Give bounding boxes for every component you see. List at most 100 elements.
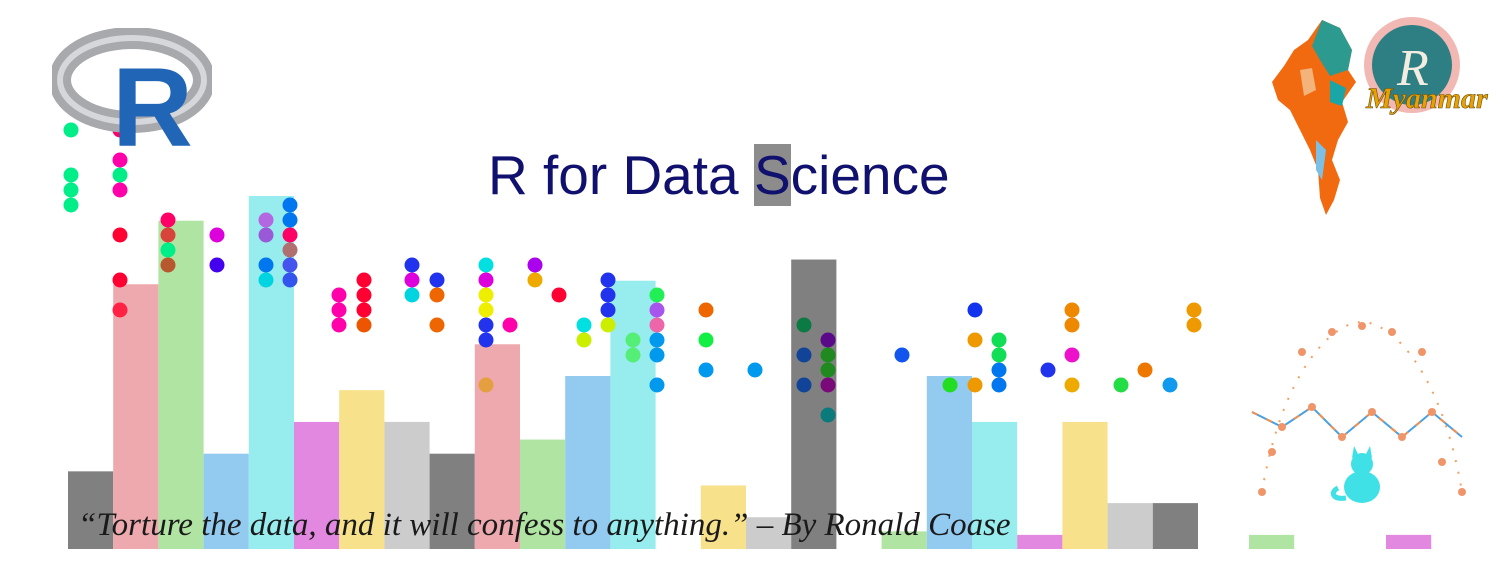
r-myanmar-logo-icon: R Myanmar bbox=[1272, 17, 1488, 215]
dot bbox=[820, 347, 836, 363]
dot bbox=[1064, 302, 1080, 318]
bar bbox=[1017, 534, 1063, 549]
dot bbox=[478, 332, 494, 348]
dot bbox=[112, 167, 128, 183]
dot bbox=[649, 377, 665, 393]
dot bbox=[112, 152, 128, 168]
dot bbox=[356, 302, 372, 318]
dot bbox=[600, 272, 616, 288]
bar bbox=[972, 421, 1018, 549]
dot bbox=[991, 362, 1007, 378]
dot bbox=[527, 257, 543, 273]
dot bbox=[1064, 377, 1080, 393]
bar bbox=[113, 284, 159, 549]
side-bar bbox=[1386, 534, 1432, 549]
dot bbox=[63, 167, 79, 183]
bar bbox=[203, 453, 249, 549]
dot bbox=[478, 317, 494, 333]
dot bbox=[820, 362, 836, 378]
dot bbox=[282, 257, 298, 273]
dot bbox=[796, 347, 812, 363]
bar bbox=[881, 531, 927, 549]
title-highlight: S bbox=[753, 144, 791, 206]
dot bbox=[649, 317, 665, 333]
title-part-2: cience bbox=[790, 144, 950, 206]
bar bbox=[158, 220, 204, 549]
dot bbox=[967, 377, 983, 393]
dot bbox=[991, 347, 1007, 363]
dot bbox=[796, 317, 812, 333]
dot bbox=[600, 317, 616, 333]
side-bar bbox=[1249, 534, 1295, 549]
dot bbox=[527, 272, 543, 288]
dot bbox=[112, 182, 128, 198]
dot bbox=[331, 287, 347, 303]
dot bbox=[1113, 377, 1129, 393]
dot bbox=[478, 257, 494, 273]
dot bbox=[967, 332, 983, 348]
dot bbox=[63, 182, 79, 198]
bar bbox=[700, 485, 746, 549]
dot bbox=[429, 272, 445, 288]
dot bbox=[1064, 347, 1080, 363]
page-title: R for Data Science bbox=[488, 140, 950, 210]
dot bbox=[160, 212, 176, 228]
dot bbox=[502, 317, 518, 333]
bar bbox=[339, 390, 385, 549]
dot bbox=[600, 287, 616, 303]
dot bbox=[282, 242, 298, 258]
dot-plot bbox=[63, 122, 1202, 423]
dot bbox=[112, 272, 128, 288]
bar bbox=[294, 421, 340, 549]
bar bbox=[1152, 503, 1198, 549]
dot bbox=[404, 272, 420, 288]
dot bbox=[894, 347, 910, 363]
myanmar-logo-banner: Myanmar bbox=[1365, 82, 1488, 115]
myanmar-logo-letter: R bbox=[1396, 40, 1429, 97]
dot bbox=[282, 212, 298, 228]
bar bbox=[1107, 503, 1153, 549]
bar bbox=[68, 471, 114, 549]
bar bbox=[791, 259, 837, 549]
dot bbox=[258, 227, 274, 243]
dot bbox=[63, 122, 79, 138]
dot bbox=[600, 302, 616, 318]
title-part-1: R for Data bbox=[488, 144, 754, 206]
dot bbox=[991, 332, 1007, 348]
title: R for Data Science bbox=[488, 140, 950, 210]
dot bbox=[478, 287, 494, 303]
dot bbox=[1186, 317, 1202, 333]
dot bbox=[478, 377, 494, 393]
dot bbox=[698, 332, 714, 348]
dot bbox=[404, 287, 420, 303]
dot bbox=[160, 242, 176, 258]
dot bbox=[282, 272, 298, 288]
dot bbox=[820, 377, 836, 393]
bar bbox=[429, 453, 475, 549]
dot bbox=[551, 287, 567, 303]
dot bbox=[429, 317, 445, 333]
dot bbox=[698, 302, 714, 318]
dot bbox=[160, 257, 176, 273]
r-logo-letter: R bbox=[112, 45, 193, 153]
dot bbox=[258, 272, 274, 288]
dot bbox=[331, 317, 347, 333]
dot bbox=[356, 272, 372, 288]
dot bbox=[1186, 302, 1202, 318]
dot bbox=[576, 332, 592, 348]
dot bbox=[429, 287, 445, 303]
dot bbox=[209, 257, 225, 273]
bar-chart bbox=[68, 196, 1198, 549]
dot bbox=[282, 227, 298, 243]
dot bbox=[209, 227, 225, 243]
dot bbox=[820, 407, 836, 423]
dot bbox=[625, 332, 641, 348]
dot bbox=[331, 302, 347, 318]
dot bbox=[282, 197, 298, 213]
dot bbox=[112, 302, 128, 318]
dot bbox=[1064, 317, 1080, 333]
dot bbox=[576, 317, 592, 333]
dot bbox=[1162, 377, 1178, 393]
dot bbox=[356, 287, 372, 303]
